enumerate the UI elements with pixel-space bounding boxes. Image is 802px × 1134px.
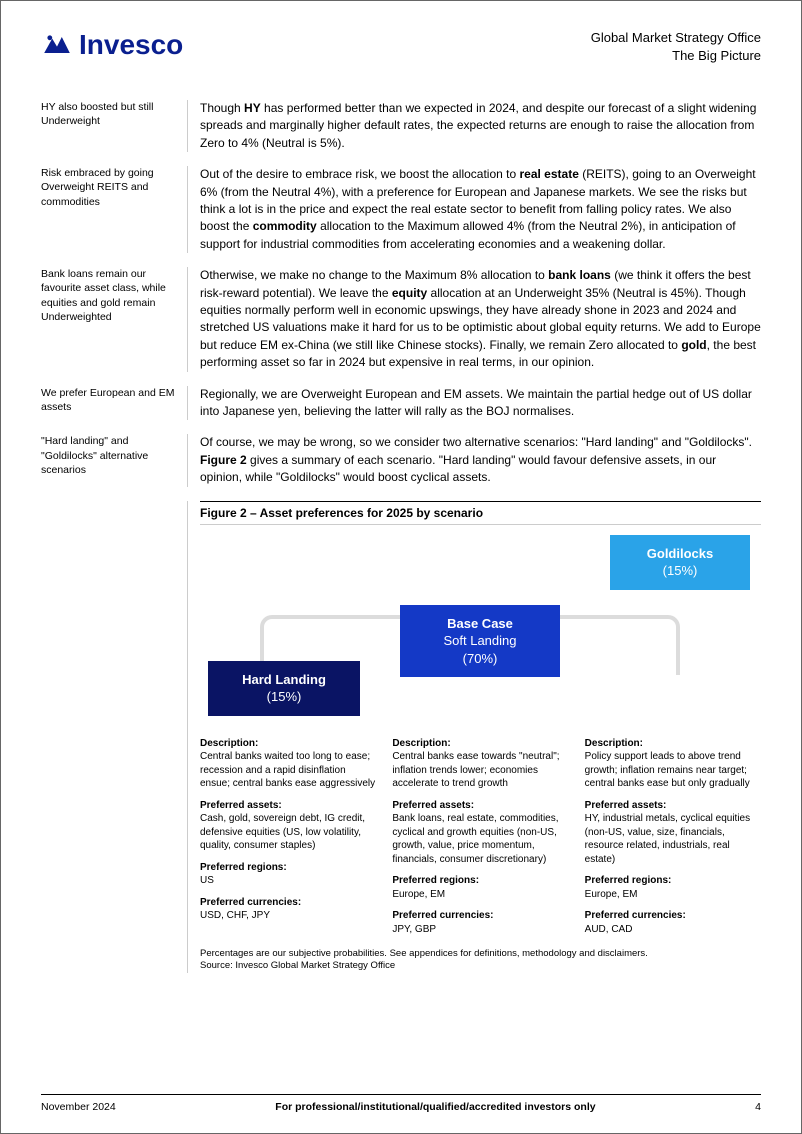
paragraph-row: We prefer European and EM assetsRegional… (41, 386, 761, 421)
desc-body: Central banks waited too long to ease; r… (200, 750, 376, 791)
page-number: 4 (755, 1101, 761, 1113)
content: HY also boosted but still UnderweightTho… (1, 64, 801, 973)
node-goldilocks: Goldilocks (15%) (610, 535, 750, 590)
curr-body: JPY, GBP (392, 923, 568, 937)
assets-title: Preferred assets: (200, 799, 376, 813)
assets-body: Cash, gold, sovereign debt, IG credit, d… (200, 812, 376, 853)
scenario-columns: Description:Central banks waited too lon… (200, 729, 761, 939)
desc-body: Central banks ease towards "neutral"; in… (392, 750, 568, 791)
assets-body: HY, industrial metals, cyclical equities… (585, 812, 761, 866)
logo-text: Invesco (79, 29, 183, 61)
mountain-icon (41, 29, 73, 61)
curr-body: USD, CHF, JPY (200, 909, 376, 923)
footer-date: November 2024 (41, 1101, 116, 1113)
body-text: Though HY has performed better than we e… (187, 100, 761, 152)
curr-title: Preferred currencies: (585, 909, 761, 923)
header-line2: The Big Picture (591, 47, 761, 65)
side-note: Risk embraced by going Overweight REITS … (41, 166, 187, 253)
figure-title: Figure 2 – Asset preferences for 2025 by… (200, 501, 761, 525)
node-pct: (70%) (414, 650, 546, 668)
page-header: Invesco Global Market Strategy Office Th… (1, 1, 801, 64)
side-note: We prefer European and EM assets (41, 386, 187, 421)
regions-body: US (200, 874, 376, 888)
curr-title: Preferred currencies: (200, 896, 376, 910)
paragraph-row: Risk embraced by going Overweight REITS … (41, 166, 761, 253)
footer-disclaimer: For professional/institutional/qualified… (275, 1101, 595, 1113)
body-text: Out of the desire to embrace risk, we bo… (187, 166, 761, 253)
node-hard-landing: Hard Landing (15%) (208, 661, 360, 716)
body-text: Of course, we may be wrong, so we consid… (187, 434, 761, 486)
header-right: Global Market Strategy Office The Big Pi… (591, 29, 761, 64)
figure: Figure 2 – Asset preferences for 2025 by… (187, 501, 761, 973)
body-text: Regionally, we are Overweight European a… (187, 386, 761, 421)
footer: November 2024 For professional/instituti… (41, 1094, 761, 1113)
desc-title: Description: (392, 737, 568, 751)
side-note: Bank loans remain our favourite asset cl… (41, 267, 187, 371)
scenario-column: Description:Central banks waited too lon… (200, 729, 376, 939)
node-title: Hard Landing (222, 671, 346, 689)
regions-title: Preferred regions: (585, 874, 761, 888)
note-source: Source: Invesco Global Market Strategy O… (200, 960, 761, 972)
regions-body: Europe, EM (392, 888, 568, 902)
logo: Invesco (41, 29, 183, 61)
note-line: Percentages are our subjective probabili… (200, 948, 761, 960)
side-note: "Hard landing" and "Goldilocks" alternat… (41, 434, 187, 486)
scenario-chart: Hard Landing (15%) Base Case Soft Landin… (200, 535, 761, 725)
desc-title: Description: (200, 737, 376, 751)
assets-title: Preferred assets: (392, 799, 568, 813)
figure-note: Percentages are our subjective probabili… (200, 948, 761, 973)
scenario-column: Description:Central banks ease towards "… (392, 729, 568, 939)
desc-body: Policy support leads to above trend grow… (585, 750, 761, 791)
node-title: Goldilocks (624, 545, 736, 563)
node-sub: Soft Landing (414, 632, 546, 650)
side-note: HY also boosted but still Underweight (41, 100, 187, 152)
header-line1: Global Market Strategy Office (591, 29, 761, 47)
node-title: Base Case (414, 615, 546, 633)
scenario-column: Description:Policy support leads to abov… (585, 729, 761, 939)
regions-title: Preferred regions: (200, 861, 376, 875)
assets-body: Bank loans, real estate, commodities, cy… (392, 812, 568, 866)
paragraph-row: Bank loans remain our favourite asset cl… (41, 267, 761, 371)
body-text: Otherwise, we make no change to the Maxi… (187, 267, 761, 371)
node-pct: (15%) (222, 688, 346, 706)
paragraph-row: HY also boosted but still UnderweightTho… (41, 100, 761, 152)
regions-title: Preferred regions: (392, 874, 568, 888)
assets-title: Preferred assets: (585, 799, 761, 813)
node-base-case: Base Case Soft Landing (70%) (400, 605, 560, 678)
paragraph-row: "Hard landing" and "Goldilocks" alternat… (41, 434, 761, 486)
desc-title: Description: (585, 737, 761, 751)
curr-title: Preferred currencies: (392, 909, 568, 923)
curr-body: AUD, CAD (585, 923, 761, 937)
regions-body: Europe, EM (585, 888, 761, 902)
node-pct: (15%) (624, 562, 736, 580)
